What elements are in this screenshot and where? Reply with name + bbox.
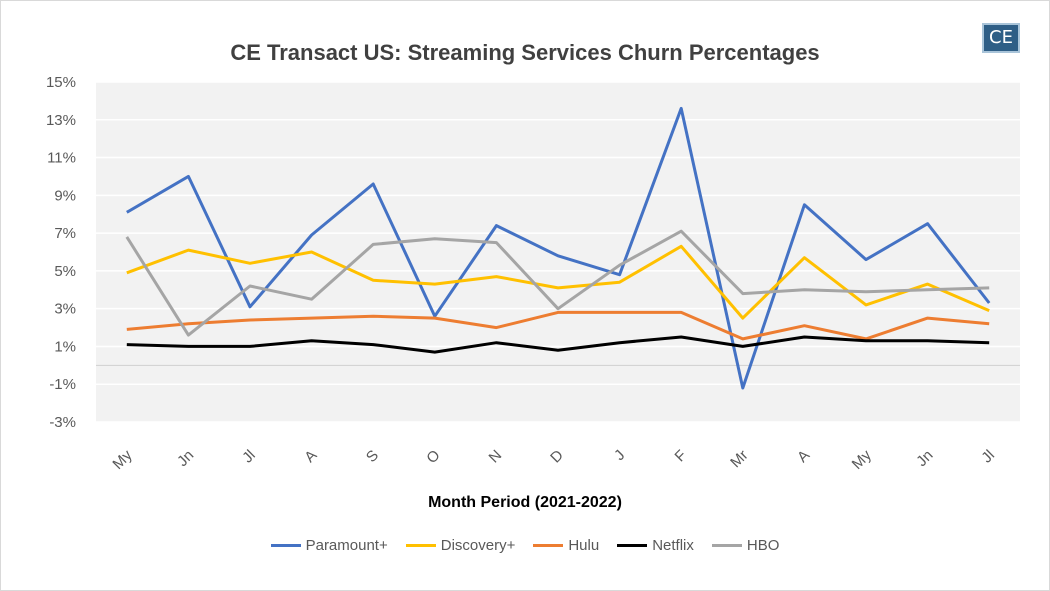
legend-label: Netflix <box>652 537 694 554</box>
y-tick-label: 15% <box>46 74 76 91</box>
legend-swatch <box>533 544 564 547</box>
series-line-hulu <box>126 310 990 341</box>
ce-logo: CE <box>982 23 1020 53</box>
series-lines <box>125 106 991 390</box>
y-tick-label: 7% <box>54 225 76 242</box>
x-tick-label: D <box>547 447 567 467</box>
y-tick-label: 11% <box>47 150 76 167</box>
x-tick-label: My <box>849 446 876 473</box>
legend-swatch <box>711 544 742 547</box>
x-tick-label: Mr <box>727 447 751 471</box>
y-tick-label: -1% <box>49 376 76 393</box>
legend-item: Netflix <box>617 537 694 554</box>
x-tick-label: Jn <box>913 447 936 470</box>
x-tick-label: N <box>486 447 506 467</box>
y-tick-label: 13% <box>46 112 76 129</box>
legend-swatch <box>405 544 436 547</box>
y-axis-ticks: -3% -1% 1% 3% 5% 7% 9% 11% 13% 15% <box>46 74 76 431</box>
x-tick-label: F <box>672 447 691 466</box>
x-tick-label: My <box>109 446 136 473</box>
chart-title: CE Transact US: Streaming Services Churn… <box>230 40 820 65</box>
x-axis-title: Month Period (2021-2022) <box>428 494 622 511</box>
legend-item: Paramount+ <box>270 537 388 554</box>
legend-swatch <box>617 544 648 547</box>
x-axis-ticks: My Jn Jl A S O N D J F Mr A My Jn Jl <box>109 446 998 473</box>
legend-label: Hulu <box>568 537 600 554</box>
y-tick-label: 5% <box>54 263 76 280</box>
legend: Paramount+ Discovery+ Hulu Netflix HBO <box>0 537 1050 554</box>
series-line-netflix <box>126 335 990 354</box>
y-tick-label: -3% <box>49 414 76 431</box>
series-line-paramount <box>126 106 991 390</box>
y-tick-label: 1% <box>54 338 76 355</box>
x-tick-label: J <box>611 447 628 464</box>
legend-item: Discovery+ <box>405 537 516 554</box>
gridlines <box>96 81 1020 423</box>
x-tick-label: S <box>363 447 382 466</box>
y-tick-label: 3% <box>54 301 76 318</box>
series-line-hbo <box>125 229 990 337</box>
x-tick-label: A <box>301 447 320 466</box>
legend-label: HBO <box>746 537 780 554</box>
legend-item: HBO <box>711 537 780 554</box>
legend-label: Discovery+ <box>440 537 516 554</box>
x-tick-label: A <box>794 447 813 466</box>
x-tick-label: Jn <box>174 447 197 470</box>
legend-item: Hulu <box>533 537 599 554</box>
series-line-discovery <box>126 244 990 320</box>
legend-swatch <box>270 544 301 547</box>
x-tick-label: Jl <box>978 447 998 467</box>
y-tick-label: 9% <box>54 187 76 204</box>
x-tick-label: Jl <box>239 447 259 467</box>
legend-label: Paramount+ <box>305 537 388 554</box>
x-tick-label: O <box>423 447 443 467</box>
